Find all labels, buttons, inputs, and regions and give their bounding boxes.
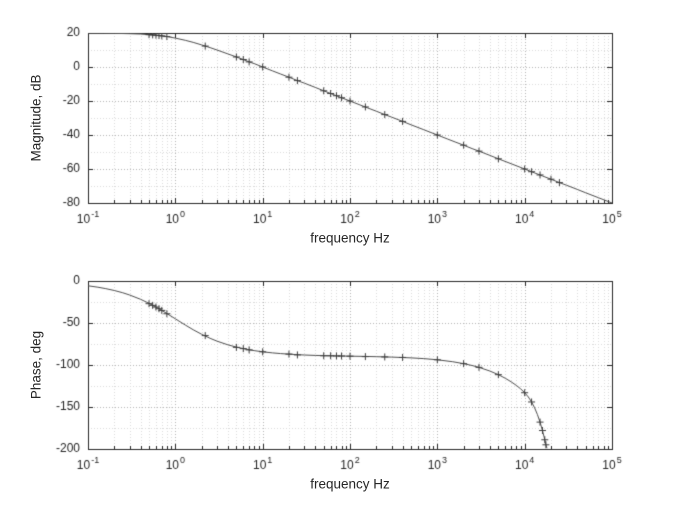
bode-plot-figure: Magnitude, dB frequency Hz Phase, deg fr…	[0, 0, 676, 515]
bode-plots-canvas	[0, 0, 676, 515]
